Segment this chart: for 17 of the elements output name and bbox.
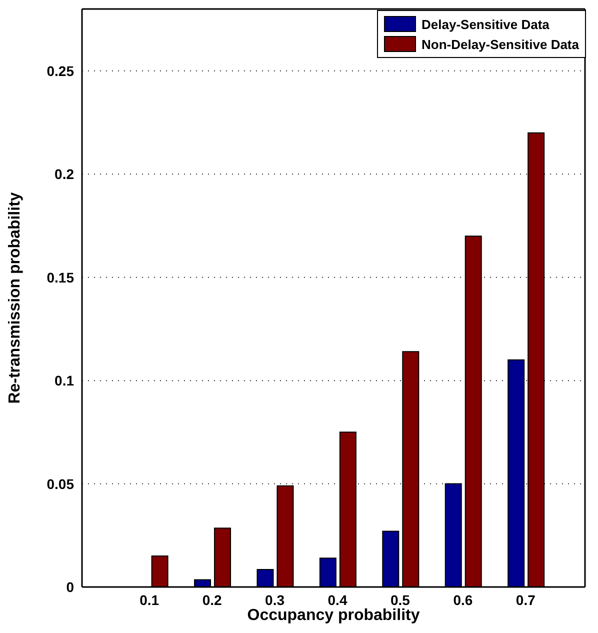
x-tick-label: 0.1 bbox=[140, 592, 160, 608]
y-tick-label: 0.15 bbox=[46, 269, 74, 286]
x-tick-label: 0.7 bbox=[516, 592, 536, 608]
x-tick-label: 0.4 bbox=[328, 592, 348, 608]
x-tick-label: 0.3 bbox=[265, 592, 285, 608]
y-tick-label: 0.05 bbox=[46, 476, 74, 492]
y-tick-label: 0.25 bbox=[46, 62, 74, 79]
y-tick-label: 0.1 bbox=[54, 372, 74, 389]
x-tick-label: 0.2 bbox=[202, 592, 222, 608]
x-tick-label: 0.5 bbox=[390, 592, 410, 608]
legend-label: Delay-Sensitive Data bbox=[422, 16, 550, 32]
legend-label: Non-Delay-Sensitive Data bbox=[422, 36, 579, 52]
y-axis-title: Re-transmission probability bbox=[6, 192, 24, 404]
y-tick-label: 0.2 bbox=[54, 166, 74, 182]
y-tick-label: 0 bbox=[66, 578, 74, 595]
x-axis-title: Occupancy probability bbox=[247, 607, 420, 624]
x-tick-label: 0.6 bbox=[453, 592, 473, 608]
